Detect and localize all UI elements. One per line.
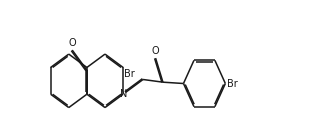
- Text: Br: Br: [227, 79, 238, 89]
- Text: N: N: [120, 89, 127, 99]
- Text: O: O: [152, 46, 159, 56]
- Text: Br: Br: [124, 69, 135, 79]
- Text: O: O: [68, 38, 76, 48]
